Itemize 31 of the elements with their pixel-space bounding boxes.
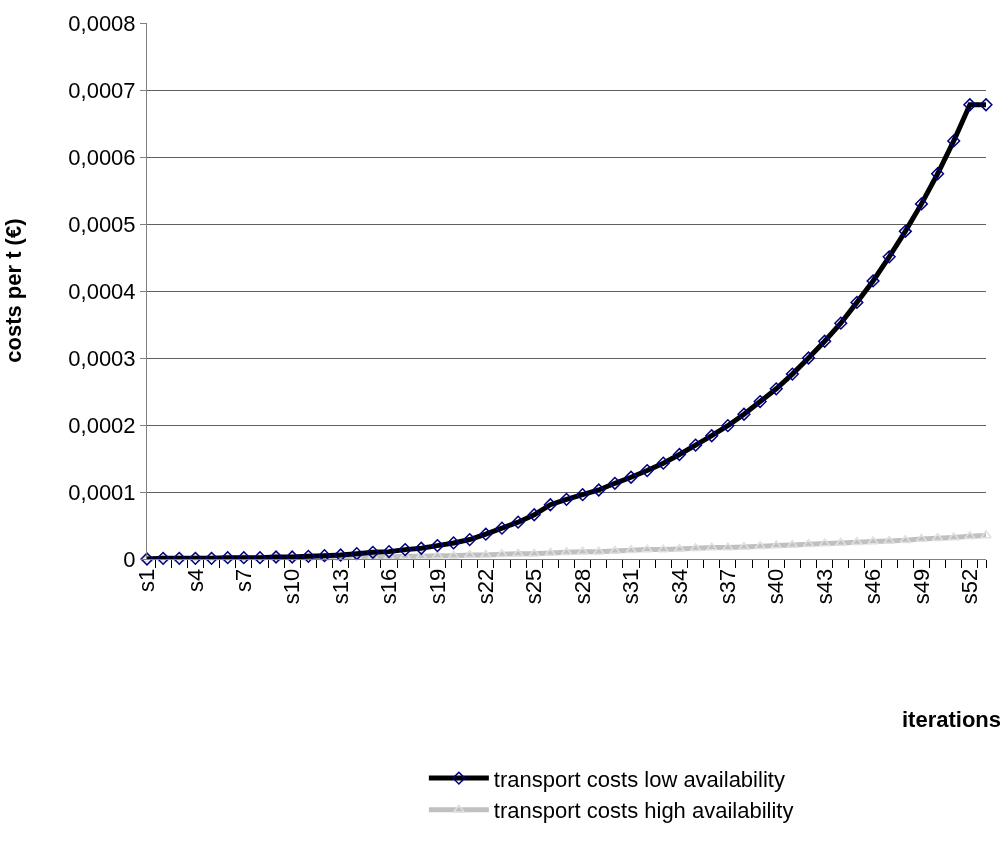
y-axis-title: costs per t (€)	[0, 218, 26, 363]
legend-label: transport costs high availability	[493, 798, 794, 824]
x-tick-label: s28	[569, 568, 595, 605]
legend-label: transport costs low availability	[493, 766, 785, 792]
x-tick-label: s25	[521, 568, 547, 605]
x-tick-label: s46	[860, 568, 886, 605]
x-tick-label: s13	[327, 568, 353, 605]
x-tick-label: s1	[134, 568, 160, 593]
y-tick-label: 0,0006	[68, 144, 136, 170]
y-tick-label: 0,0001	[68, 479, 136, 505]
x-tick-label: s40	[763, 568, 789, 605]
y-tick-label: 0,0007	[68, 77, 136, 103]
x-tick-label: s34	[666, 568, 692, 605]
x-tick-label: s19	[424, 568, 450, 605]
y-tick-label: 0,0002	[68, 412, 136, 438]
y-tick-label: 0	[123, 546, 136, 572]
x-tick-label: s4	[182, 568, 208, 593]
x-tick-label: s16	[376, 568, 402, 605]
x-tick-label: s52	[957, 568, 983, 605]
x-tick-label: s49	[908, 568, 934, 605]
x-tick-label: s43	[811, 568, 837, 605]
x-tick-label: s37	[715, 568, 740, 605]
x-tick-label: s31	[618, 568, 644, 605]
x-axis-title: iterations	[902, 707, 1002, 732]
x-tick-label: s7	[230, 568, 256, 593]
y-tick-label: 0,0005	[68, 211, 136, 237]
y-tick-label: 0,0004	[68, 278, 136, 304]
x-tick-label: s22	[472, 568, 498, 605]
y-tick-label: 0,0003	[68, 345, 136, 371]
y-tick-label: 0,0008	[68, 10, 136, 36]
x-tick-label: s10	[279, 568, 305, 605]
